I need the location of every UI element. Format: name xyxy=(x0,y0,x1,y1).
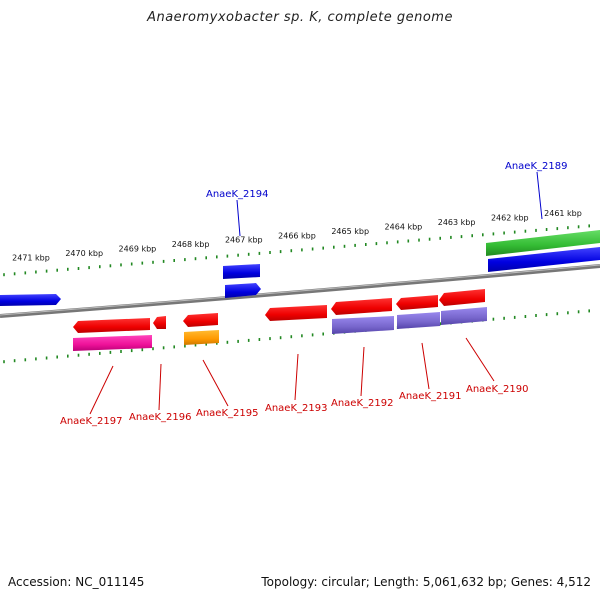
scale-tick-label: 2471 kbp xyxy=(12,253,50,262)
gene-anaek-2192-purple xyxy=(332,316,394,334)
gene-label-anaek-2190[interactable]: AnaeK_2190 xyxy=(466,384,528,395)
scale-tick-label: 2469 kbp xyxy=(119,245,157,254)
scale-tick-label: 2462 kbp xyxy=(491,214,529,223)
gene-anaek-2189-blue xyxy=(488,247,600,272)
gene-anaek-2194-block xyxy=(223,264,260,279)
gene-anaek-2192 xyxy=(331,298,392,315)
scale-tick-label: 2464 kbp xyxy=(385,222,423,231)
leader-anaek-2197 xyxy=(89,365,114,415)
gene-anaek-2195 xyxy=(183,313,218,327)
leader-anaek-2195 xyxy=(202,359,229,407)
gene-anaek-2191 xyxy=(396,295,438,310)
upper-scale-ticks xyxy=(3,224,591,277)
genome-title: Anaeromyxobacter sp. K, complete genome xyxy=(147,10,453,25)
gene-label-anaek-2197[interactable]: AnaeK_2197 xyxy=(60,416,122,427)
leader-anaek-2190 xyxy=(465,337,495,382)
gene-label-anaek-2191[interactable]: AnaeK_2191 xyxy=(399,391,461,402)
leader-anaek-2194 xyxy=(236,199,241,237)
gene-label-anaek-2195[interactable]: AnaeK_2195 xyxy=(196,408,258,419)
leader-anaek-2189 xyxy=(536,171,543,220)
accession-label: Accession: NC_011145 xyxy=(8,575,145,589)
gene-label-anaek-2193[interactable]: AnaeK_2193 xyxy=(265,403,327,414)
gene-anaek-2196 xyxy=(153,316,166,329)
gene-anaek-2191-purple xyxy=(397,312,440,329)
gene-anaek-2197 xyxy=(73,318,150,333)
gene-label-anaek-2196[interactable]: AnaeK_2196 xyxy=(129,412,191,423)
scale-tick-label: 2461 kbp xyxy=(544,209,582,218)
gene-anaek-2190-purple xyxy=(441,307,487,325)
scale-tick-label: 2467 kbp xyxy=(225,236,263,245)
gene-label-anaek-2189[interactable]: AnaeK_2189 xyxy=(505,161,567,172)
scale-tick-label: 2463 kbp xyxy=(438,218,476,227)
gene-anaek-2194-arrow xyxy=(225,283,261,298)
gene-anaek-2193 xyxy=(265,305,327,321)
scale-tick-labels: 2471 kbp 2470 kbp 2469 kbp 2468 kbp 2467 kbp… xyxy=(12,209,582,262)
gene-forward-left-edge xyxy=(0,294,61,306)
scale-tick-label: 2466 kbp xyxy=(278,231,316,240)
genome-backbone xyxy=(0,264,600,318)
gene-anaek-2197-pink xyxy=(73,335,152,351)
leader-anaek-2193 xyxy=(294,353,299,401)
leader-anaek-2191 xyxy=(421,342,430,390)
gene-label-anaek-2192[interactable]: AnaeK_2192 xyxy=(331,398,393,409)
gene-label-anaek-2194[interactable]: AnaeK_2194 xyxy=(206,189,268,200)
leader-anaek-2196 xyxy=(158,363,162,411)
gene-anaek-2189-green xyxy=(486,230,600,256)
leader-anaek-2192 xyxy=(360,346,365,397)
gene-anaek-2195-orange xyxy=(184,330,219,345)
scale-tick-label: 2470 kbp xyxy=(65,249,103,258)
genome-backbone-highlight xyxy=(0,264,600,316)
gene-anaek-2190 xyxy=(439,289,485,306)
genome-summary: Topology: circular; Length: 5,061,632 bp… xyxy=(261,575,591,589)
scale-tick-label: 2468 kbp xyxy=(172,240,210,249)
scale-tick-label: 2465 kbp xyxy=(331,227,369,236)
